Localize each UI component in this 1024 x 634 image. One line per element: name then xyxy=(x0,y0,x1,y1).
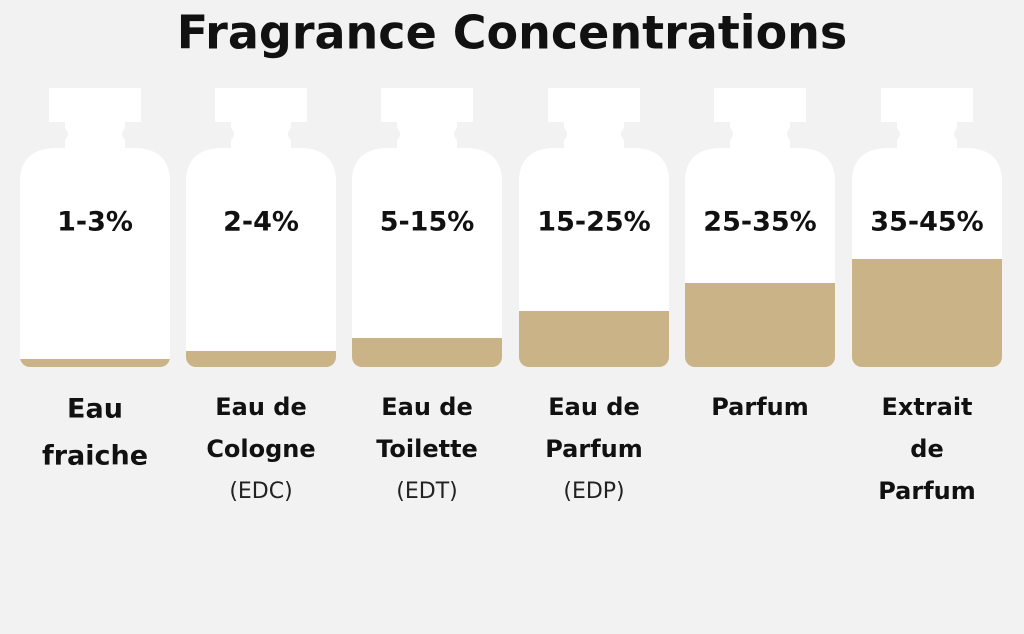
fragrance-name: Eau de xyxy=(381,393,473,421)
liquid xyxy=(20,359,170,367)
concentration: 2-4% xyxy=(223,207,299,238)
fragrance-name: Eau xyxy=(67,394,123,425)
bottle-neck xyxy=(397,120,457,150)
fragrance-name: Eau de xyxy=(548,393,640,421)
bottle-cap xyxy=(215,88,307,122)
concentration: 25-35% xyxy=(703,207,816,238)
title: Fragrance Concentrations xyxy=(177,6,848,60)
bottle-cap xyxy=(381,88,473,122)
liquid xyxy=(852,259,1002,367)
liquid xyxy=(685,283,835,367)
bottle-cap xyxy=(49,88,141,122)
bottle: 5-15% Eau de Toilette (EDT) xyxy=(352,88,502,504)
bottle-neck xyxy=(65,120,125,150)
bottle-neck xyxy=(564,120,624,150)
bottle-neck xyxy=(897,120,957,150)
fragrance-name: Parfum xyxy=(545,435,643,463)
abbreviation: (EDT) xyxy=(396,479,457,504)
liquid xyxy=(352,338,502,367)
abbreviation: (EDC) xyxy=(229,479,292,504)
fragrance-name: Parfum xyxy=(878,477,976,505)
fragrance-name: de xyxy=(910,435,943,463)
bottle: 2-4% Eau de Cologne (EDC) xyxy=(186,88,336,504)
fragrance-name: Extrait xyxy=(881,393,972,421)
bottle-cap xyxy=(881,88,973,122)
bottle-neck xyxy=(730,120,790,150)
bottle-cap xyxy=(548,88,640,122)
bottle: 35-45% Extrait de Parfum xyxy=(852,88,1002,505)
bottle-body xyxy=(186,168,336,367)
fragrance-name: fraiche xyxy=(42,441,148,472)
bottle-cap xyxy=(714,88,806,122)
concentration: 15-25% xyxy=(537,207,650,238)
bottle: 1-3% Eau fraiche xyxy=(20,88,170,472)
fragrance-name: Eau de xyxy=(215,393,307,421)
fragrance-name: Cologne xyxy=(206,435,315,463)
bottle-body xyxy=(352,168,502,367)
fragrance-name: Parfum xyxy=(711,393,809,421)
concentration: 35-45% xyxy=(870,207,983,238)
bottle-neck xyxy=(231,120,291,150)
concentration: 5-15% xyxy=(380,207,475,238)
liquid xyxy=(186,351,336,367)
concentration: 1-3% xyxy=(57,207,133,238)
bottle: 15-25% Eau de Parfum (EDP) xyxy=(519,88,669,504)
bottle-body xyxy=(20,168,170,367)
liquid xyxy=(519,311,669,367)
bottle: 25-35% Parfum xyxy=(685,88,835,421)
fragrance-name: Toilette xyxy=(376,435,478,463)
abbreviation: (EDP) xyxy=(563,479,624,504)
